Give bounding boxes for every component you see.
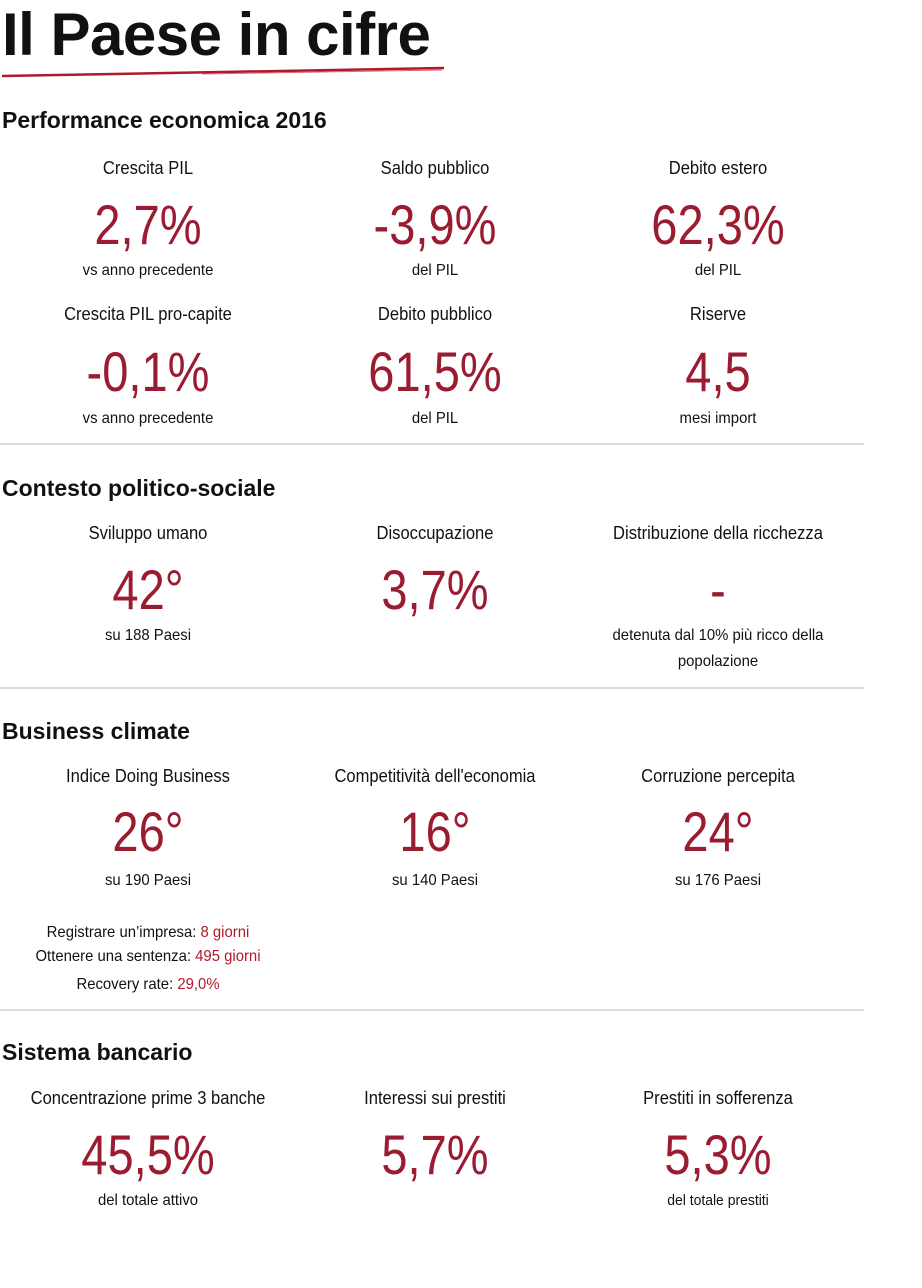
metric-sub: mesi import bbox=[679, 410, 757, 427]
page-title: Il Paese in cifre bbox=[2, 1, 431, 68]
metric-value: 42° bbox=[112, 558, 184, 621]
detail-row: Ottenere una sentenza: 495 giorni bbox=[13, 947, 283, 967]
metric-sub: vs anno precedente bbox=[82, 262, 214, 279]
metric-value: 5,7% bbox=[381, 1123, 489, 1186]
metric-label: Crescita PIL bbox=[102, 158, 194, 178]
metric-sub: su 190 Paesi bbox=[104, 872, 192, 889]
section-heading-sistema-bancario: Sistema bancario bbox=[2, 1039, 193, 1065]
metric-label: Interessi sui prestiti bbox=[364, 1088, 506, 1108]
detail-value: 8 giorni bbox=[200, 924, 250, 941]
metric-value: 62,3% bbox=[651, 193, 785, 256]
detail-label: Registrare un’impresa: bbox=[46, 924, 197, 941]
metric-value: 61,5% bbox=[368, 340, 502, 403]
metric-label: Prestiti in sofferenza bbox=[643, 1088, 793, 1108]
title-underline bbox=[2, 66, 444, 78]
metric-value: 24° bbox=[682, 800, 754, 863]
metric-value: 3,7% bbox=[381, 558, 489, 621]
metric-sub: su 140 Paesi bbox=[391, 872, 479, 889]
metric-value: 4,5 bbox=[685, 340, 751, 403]
metric-value: - bbox=[710, 558, 726, 621]
section-heading-politico-sociale: Contesto politico-sociale bbox=[2, 475, 276, 501]
section-divider bbox=[0, 443, 864, 445]
metric-sub: del totale prestiti bbox=[667, 1192, 769, 1209]
metric-value: 26° bbox=[112, 800, 184, 863]
metric-sub: del PIL bbox=[411, 262, 459, 279]
section-divider bbox=[0, 687, 864, 689]
section-heading-business-climate: Business climate bbox=[2, 718, 190, 744]
detail-label: Ottenere una sentenza: bbox=[35, 948, 192, 965]
section-heading-performance: Performance economica 2016 bbox=[2, 107, 327, 133]
metric-sub: del PIL bbox=[411, 410, 459, 427]
metric-value: -0,1% bbox=[86, 340, 210, 403]
section-divider bbox=[0, 1009, 864, 1011]
metric-label: Crescita PIL pro-capite bbox=[64, 304, 232, 324]
metric-label: Debito estero bbox=[668, 158, 768, 178]
metric-label: Corruzione percepita bbox=[641, 766, 795, 786]
metric-sub: su 176 Paesi bbox=[674, 872, 762, 889]
metric-value: 16° bbox=[399, 800, 471, 863]
metric-sub: vs anno precedente bbox=[82, 410, 214, 427]
detail-value: 29,0% bbox=[177, 976, 220, 993]
metric-label: Sviluppo umano bbox=[88, 523, 208, 543]
metric-sub: del totale attivo bbox=[97, 1192, 199, 1209]
metric-sub: su 188 Paesi bbox=[104, 627, 192, 644]
metric-value: 45,5% bbox=[81, 1123, 215, 1186]
detail-row: Recovery rate: 29,0% bbox=[13, 975, 283, 995]
metric-label: Concentrazione prime 3 banche bbox=[30, 1088, 266, 1108]
metric-sub: del PIL bbox=[694, 262, 742, 279]
metric-label: Competitività dell'economia bbox=[334, 766, 536, 786]
metric-label: Indice Doing Business bbox=[66, 766, 230, 786]
metric-label: Disoccupazione bbox=[376, 523, 494, 543]
metric-value: -3,9% bbox=[373, 193, 497, 256]
metric-label: Debito pubblico bbox=[377, 304, 493, 324]
detail-label: Recovery rate: bbox=[76, 976, 174, 993]
detail-value: 495 giorni bbox=[195, 948, 261, 965]
metric-label: Riserve bbox=[689, 304, 747, 324]
metric-value: 2,7% bbox=[94, 193, 202, 256]
metric-sub: popolazione bbox=[677, 653, 759, 670]
metric-sub: detenuta dal 10% più ricco della bbox=[612, 627, 824, 644]
metric-label: Saldo pubblico bbox=[380, 158, 490, 178]
detail-row: Registrare un’impresa: 8 giorni bbox=[13, 923, 283, 943]
metric-label: Distribuzione della ricchezza bbox=[613, 523, 823, 543]
metric-value: 5,3% bbox=[664, 1123, 772, 1186]
